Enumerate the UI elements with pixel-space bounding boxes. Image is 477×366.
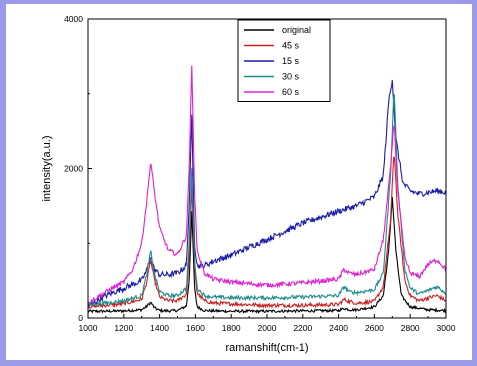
x-tick-label: 1600 [186,323,205,333]
chart-frame: 1000 1200 1400 1600 1800 2000 2200 2400 2600 2800… [6,4,472,360]
x-tick-label: 2800 [401,323,420,333]
axes: 1000 1200 1400 1600 1800 2000 2200 2400 2600 2800… [64,14,456,333]
series-line-30s [87,93,447,307]
legend-label: original [282,25,311,35]
legend-label: 30 s [282,72,300,82]
legend-label: 60 s [282,87,300,97]
y-axis-label: intensity(a.u.) [41,135,53,201]
legend-label: 45 s [282,41,300,51]
legend: original 45 s 15 s 30 s 60 s [237,19,331,102]
x-tick-label: 2000 [258,323,277,333]
series-line-60s [87,65,447,306]
series-line-45s [87,156,447,309]
x-tick-label: 1200 [114,323,133,333]
x-axis-label: ramanshift(cm-1) [225,342,308,354]
y-tick-label: 4000 [64,14,83,24]
x-tick-label: 3000 [437,323,456,333]
x-tick-label: 1800 [222,323,241,333]
x-tick-label: 2200 [293,323,312,333]
y-tick-label: 0 [78,313,83,323]
x-tick-label: 2600 [365,323,384,333]
legend-label: 15 s [282,56,300,66]
x-tick-label: 1000 [79,323,98,333]
raman-spectrum-chart: 1000 1200 1400 1600 1800 2000 2200 2400 2600 2800… [41,14,456,354]
y-tick-label: 2000 [64,164,83,174]
series-lines [87,65,447,315]
series-line-original [87,196,447,315]
x-tick-label: 2400 [329,323,348,333]
x-tick-label: 1400 [150,323,169,333]
